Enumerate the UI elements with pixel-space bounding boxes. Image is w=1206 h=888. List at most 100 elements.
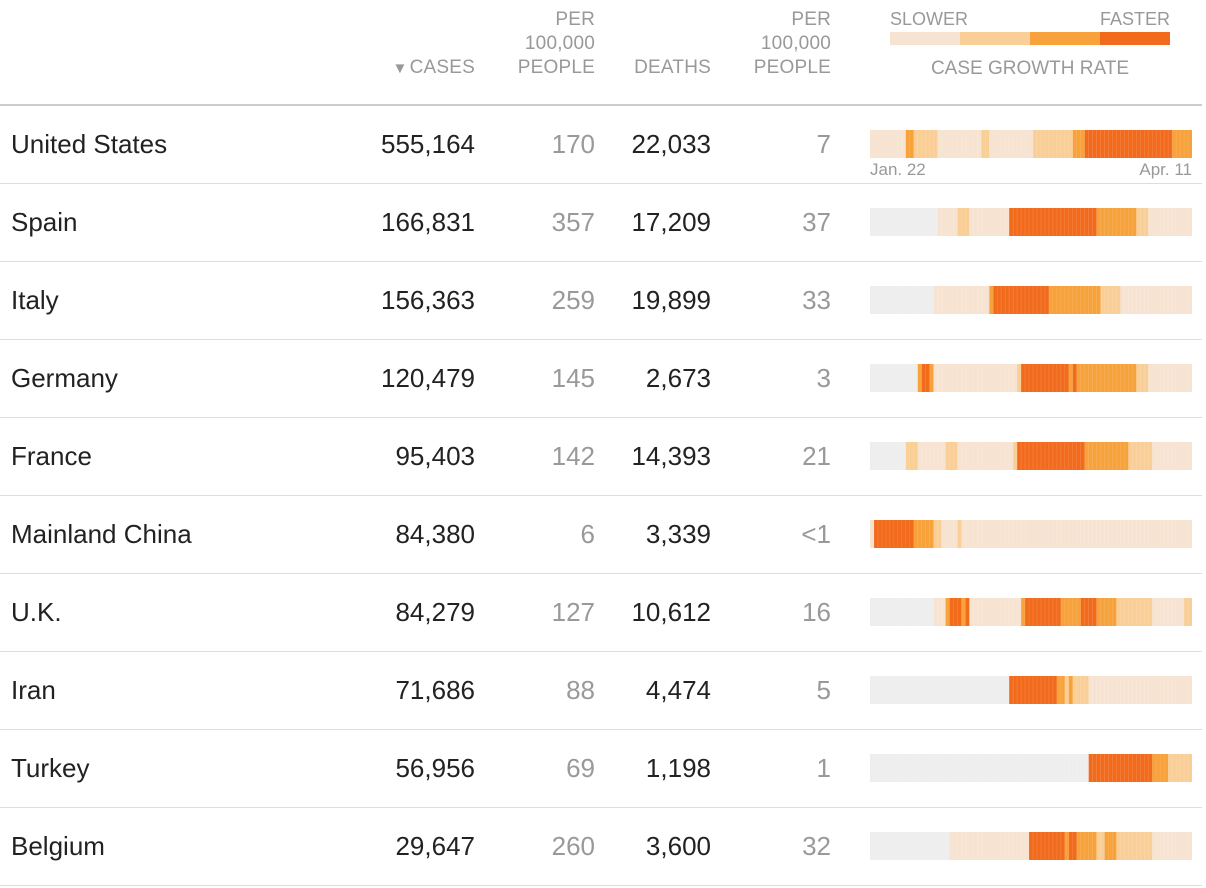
growth-day-cell bbox=[1025, 676, 1030, 704]
growth-day-cell bbox=[1172, 832, 1177, 860]
growth-day-cell bbox=[929, 676, 934, 704]
growth-day-cell bbox=[945, 130, 950, 158]
growth-day-cell bbox=[1052, 364, 1058, 392]
growth-day-cell bbox=[889, 754, 895, 782]
growth-day-cell bbox=[897, 364, 903, 392]
growth-day-cell bbox=[1128, 832, 1133, 860]
growth-day-cell bbox=[1080, 754, 1085, 782]
growth-day-cell bbox=[1112, 208, 1117, 236]
growth-day-cell bbox=[989, 520, 994, 548]
growth-day-cell bbox=[989, 676, 994, 704]
cases-per-100k-value: 6 bbox=[580, 519, 595, 549]
growth-day-cell bbox=[1068, 286, 1074, 314]
growth-day-cell bbox=[1056, 520, 1062, 548]
growth-day-cell bbox=[1068, 130, 1074, 158]
growth-day-cell bbox=[1052, 520, 1058, 548]
legend-faster-label: FASTER bbox=[1099, 9, 1170, 29]
growth-day-cell bbox=[1132, 130, 1137, 158]
growth-day-cell bbox=[1140, 130, 1145, 158]
growth-day-cell bbox=[1092, 676, 1097, 704]
growth-day-cell bbox=[913, 754, 919, 782]
growth-day-cell bbox=[909, 442, 915, 470]
growth-day-cell bbox=[973, 832, 978, 860]
growth-day-cell bbox=[893, 208, 899, 236]
growth-day-cell bbox=[1056, 208, 1062, 236]
growth-day-cell bbox=[1048, 520, 1054, 548]
growth-day-cell bbox=[877, 754, 883, 782]
growth-day-cell bbox=[905, 832, 911, 860]
legend-title: CASE GROWTH RATE bbox=[930, 58, 1130, 79]
growth-day-cell bbox=[925, 676, 930, 704]
growth-day-cell bbox=[885, 208, 891, 236]
growth-day-cell bbox=[1184, 754, 1189, 782]
growth-day-cell bbox=[1060, 130, 1066, 158]
growth-day-cell bbox=[1160, 208, 1165, 236]
growth-day-cell bbox=[893, 832, 899, 860]
growth-day-cell bbox=[1052, 286, 1058, 314]
growth-day-cell bbox=[949, 832, 954, 860]
growth-day-cell bbox=[870, 442, 875, 470]
growth-day-cell bbox=[1188, 520, 1192, 548]
growth-rate-chart bbox=[870, 286, 1192, 314]
growth-day-cell bbox=[1025, 754, 1030, 782]
growth-day-cell bbox=[1172, 286, 1177, 314]
growth-day-cell bbox=[929, 832, 934, 860]
growth-day-cell bbox=[997, 208, 1002, 236]
growth-day-cell bbox=[1088, 832, 1093, 860]
growth-day-cell bbox=[1080, 832, 1085, 860]
deaths-per-100k-value: 3 bbox=[816, 363, 831, 393]
growth-day-cell bbox=[881, 364, 887, 392]
growth-day-cell bbox=[1184, 520, 1189, 548]
growth-day-cell bbox=[985, 364, 990, 392]
growth-day-cell bbox=[1156, 286, 1161, 314]
growth-rate-strip: Jan. 22 Apr. 11 bbox=[870, 130, 1192, 179]
growth-day-cell bbox=[1009, 364, 1014, 392]
growth-day-cell bbox=[1136, 832, 1141, 860]
growth-day-cell bbox=[1096, 286, 1101, 314]
growth-day-cell bbox=[953, 676, 958, 704]
growth-day-cell bbox=[1120, 832, 1125, 860]
growth-day-cell bbox=[945, 520, 950, 548]
growth-day-cell bbox=[937, 208, 942, 236]
cases-column-header[interactable]: ▼ CASES bbox=[393, 56, 475, 81]
growth-day-cell bbox=[997, 676, 1002, 704]
growth-day-cell bbox=[957, 364, 962, 392]
growth-day-cell bbox=[909, 754, 915, 782]
growth-day-cell bbox=[1112, 754, 1117, 782]
growth-day-cell bbox=[1100, 676, 1105, 704]
growth-day-cell bbox=[1080, 130, 1085, 158]
growth-day-cell bbox=[1068, 208, 1074, 236]
deaths-per-100k-value: 32 bbox=[802, 831, 831, 861]
growth-day-cell bbox=[1168, 676, 1173, 704]
growth-day-cell bbox=[881, 676, 887, 704]
growth-day-cell bbox=[1040, 520, 1046, 548]
growth-day-cell bbox=[961, 130, 966, 158]
growth-day-cell bbox=[1188, 364, 1192, 392]
growth-day-cell bbox=[1180, 598, 1185, 626]
country-name: Turkey bbox=[11, 753, 90, 783]
growth-day-cell bbox=[1076, 208, 1081, 236]
growth-day-cell bbox=[1044, 598, 1050, 626]
growth-day-cell bbox=[953, 754, 958, 782]
growth-day-cell bbox=[1096, 442, 1101, 470]
growth-day-cell bbox=[1088, 598, 1093, 626]
growth-day-cell bbox=[933, 676, 938, 704]
growth-day-cell bbox=[1124, 754, 1129, 782]
growth-day-cell bbox=[909, 130, 915, 158]
growth-day-cell bbox=[961, 286, 966, 314]
growth-rate-strip bbox=[870, 598, 1192, 626]
growth-day-cell bbox=[1017, 832, 1022, 860]
growth-day-cell bbox=[1104, 130, 1109, 158]
country-name: Italy bbox=[11, 285, 59, 315]
table-row: Spain 166,831 357 17,209 37 bbox=[0, 184, 1202, 262]
growth-day-cell bbox=[1009, 676, 1014, 704]
growth-day-cell bbox=[1128, 364, 1133, 392]
growth-day-cell bbox=[1180, 676, 1185, 704]
growth-day-cell bbox=[933, 442, 938, 470]
growth-day-cell bbox=[913, 832, 919, 860]
growth-day-cell bbox=[1029, 442, 1034, 470]
growth-day-cell bbox=[1184, 208, 1189, 236]
growth-day-cell bbox=[1116, 598, 1121, 626]
growth-day-cell bbox=[1172, 598, 1177, 626]
growth-day-cell bbox=[881, 208, 887, 236]
